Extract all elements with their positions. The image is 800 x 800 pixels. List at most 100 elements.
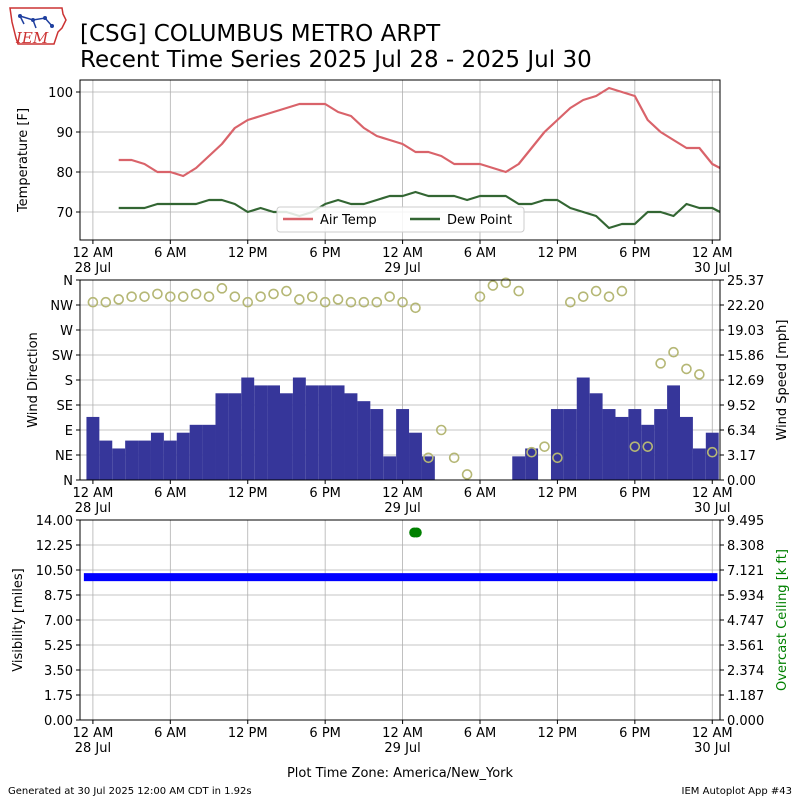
wind-speed-bar xyxy=(138,440,151,480)
x-tick-date-label: 29 Jul xyxy=(384,501,420,516)
direction-tick-label: NE xyxy=(55,449,73,464)
wind-direction-point xyxy=(190,288,202,300)
x-tick-label: 12 PM xyxy=(228,726,268,741)
wind-speed-ticks: 0.00 3.17 6.34 9.52 12.69 15.86 19.03 22.20 25.3… xyxy=(720,274,764,489)
ceiling-tick-label: 9.495 xyxy=(727,514,764,529)
wind-direction-point xyxy=(577,291,589,302)
wind-direction-markers xyxy=(87,277,718,480)
timezone-label: Plot Time Zone: America/New_York xyxy=(287,766,514,781)
legend-dew-point-label: Dew Point xyxy=(447,213,512,228)
wind-speed-bars xyxy=(86,377,719,480)
direction-tick-label: SE xyxy=(57,399,73,414)
wind-direction-point xyxy=(681,363,692,375)
wind-speed-bar xyxy=(215,393,229,480)
speed-tick-label: 15.86 xyxy=(727,349,764,364)
wind-direction-point xyxy=(152,288,163,300)
x-tick-label: 6 PM xyxy=(309,726,340,741)
wind-direction-point xyxy=(500,277,512,289)
temperature-y-ticks: 70 80 90 100 xyxy=(48,86,80,221)
visibility-axis-label: Visibility [miles] xyxy=(11,568,26,671)
ceiling-tick-label: 8.308 xyxy=(727,539,764,554)
wind-speed-bar xyxy=(176,432,190,480)
x-tick-label: 12 AM xyxy=(73,246,114,261)
wind-direction-ticks: N NE E SE S SW W NW N xyxy=(50,274,80,489)
wind-direction-point xyxy=(435,424,447,436)
wind-direction-point xyxy=(655,358,666,369)
speed-tick-label: 6.34 xyxy=(727,424,756,439)
wind-direction-point xyxy=(642,441,654,452)
y-tick-label: 80 xyxy=(56,166,73,181)
wind-direction-point xyxy=(87,296,99,308)
wind-direction-point xyxy=(487,280,499,291)
x-tick-label: 6 PM xyxy=(619,726,650,741)
direction-tick-label: W xyxy=(60,324,73,339)
visibility-tick-label: 1.75 xyxy=(44,689,73,704)
direction-tick-label: S xyxy=(65,374,73,389)
x-tick-label: 12 AM xyxy=(382,726,423,741)
wind-direction-point xyxy=(448,452,460,464)
x-tick-label: 12 PM xyxy=(538,726,578,741)
x-tick-label: 12 AM xyxy=(73,726,114,741)
wind-direction-point xyxy=(371,296,383,308)
wind-speed-bar xyxy=(692,448,706,480)
wind-speed-bar xyxy=(615,416,629,480)
wind-direction-point xyxy=(255,291,266,302)
chart-title-station: [CSG] COLUMBUS METRO ARPT xyxy=(80,21,441,47)
wind-speed-bar xyxy=(228,393,242,480)
wind-direction-axis-label: Wind Direction xyxy=(26,332,41,428)
wind-direction-point xyxy=(552,452,563,464)
speed-tick-label: 19.03 xyxy=(727,324,764,339)
wind-speed-bar xyxy=(163,440,177,480)
speed-tick-label: 12.69 xyxy=(727,374,764,389)
wind-speed-bar xyxy=(409,432,422,480)
legend-box xyxy=(276,206,525,233)
y-tick-label: 100 xyxy=(48,86,73,101)
wind-speed-bar xyxy=(654,409,668,480)
logo-text: IEM xyxy=(15,29,49,47)
direction-tick-label: SW xyxy=(52,349,73,364)
x-tick-label: 6 PM xyxy=(309,486,340,501)
iem-logo: IEM xyxy=(9,7,67,47)
x-tick-label: 12 AM xyxy=(73,486,114,501)
wind-direction-point xyxy=(139,291,150,302)
ceiling-tick-label: 0.000 xyxy=(727,714,764,729)
wind-speed-bar xyxy=(357,401,371,480)
wind-direction-point xyxy=(332,294,344,305)
wind-speed-bar xyxy=(396,409,410,480)
wind-direction-point xyxy=(242,296,254,308)
x-tick-label: 6 AM xyxy=(154,726,187,741)
ceiling-point xyxy=(411,527,422,538)
wind-direction-point xyxy=(461,469,473,480)
visibility-tick-label: 3.50 xyxy=(44,664,73,679)
speed-tick-label: 0.00 xyxy=(727,474,756,489)
wind-direction-point xyxy=(294,294,305,305)
wind-speed-bar xyxy=(589,393,603,480)
x-tick-label: 12 AM xyxy=(692,486,733,501)
temperature-axes-frame xyxy=(79,79,721,241)
x-tick-label: 12 AM xyxy=(382,486,423,501)
x-tick-date-label: 29 Jul xyxy=(384,261,420,276)
wind-direction-point xyxy=(268,288,279,300)
wind-speed-bar xyxy=(305,385,319,480)
ceiling-tick-label: 2.374 xyxy=(727,664,764,679)
x-tick-label: 12 AM xyxy=(692,246,733,261)
x-tick-label: 12 PM xyxy=(538,486,578,501)
generated-footer: Generated at 30 Jul 2025 12:00 AM CDT in… xyxy=(8,786,252,797)
temperature-grid xyxy=(80,80,720,240)
wind-direction-point xyxy=(397,296,408,308)
wind-direction-point xyxy=(384,291,395,302)
x-tick-label: 6 PM xyxy=(619,246,650,261)
direction-tick-label: N xyxy=(63,474,73,489)
visibility-tick-label: 0.00 xyxy=(44,714,73,729)
wind-direction-point xyxy=(113,294,125,305)
visibility-tick-label: 8.75 xyxy=(44,589,73,604)
wind-speed-bar xyxy=(667,385,680,480)
x-tick-label: 12 PM xyxy=(538,246,578,261)
wind-speed-bar xyxy=(641,424,655,480)
ceiling-series xyxy=(409,527,422,538)
wind-direction-point xyxy=(590,285,602,297)
legend-air-temp-label: Air Temp xyxy=(320,213,377,228)
wind-direction-point xyxy=(539,441,550,452)
